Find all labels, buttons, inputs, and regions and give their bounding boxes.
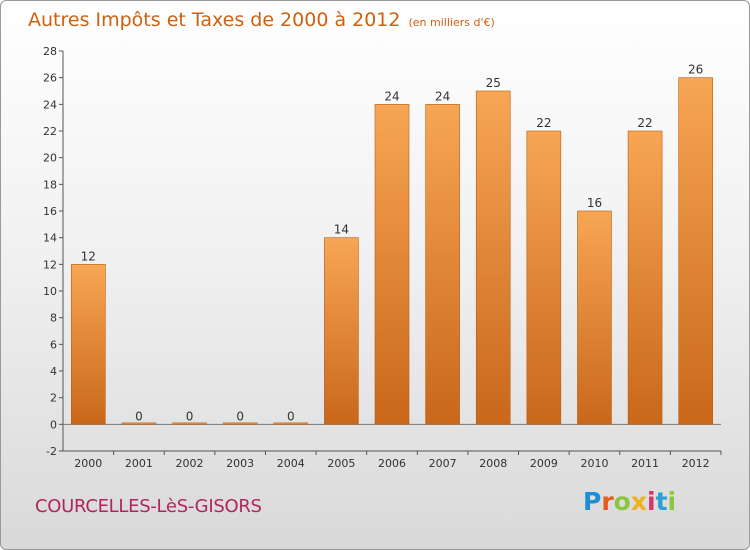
x-tick-label: 2003 (226, 457, 254, 470)
data-label: 24 (384, 89, 399, 103)
chart-title: Autres Impôts et Taxes de 2000 à 2012 (28, 9, 401, 31)
y-tick-label: 0 (50, 418, 57, 431)
data-label: 14 (334, 223, 349, 237)
x-tick-label: 2007 (429, 457, 457, 470)
data-label: 25 (486, 76, 501, 90)
x-tick-label: 2008 (479, 457, 507, 470)
bar (374, 104, 410, 425)
bar (678, 77, 713, 425)
y-tick-label: 2 (50, 392, 57, 405)
data-label: 16 (587, 196, 602, 210)
y-tick-label: 14 (43, 232, 57, 245)
data-label: 0 (186, 409, 194, 423)
x-tick-label: 2009 (530, 457, 558, 470)
bars (71, 77, 713, 425)
y-tick-label: 24 (43, 98, 57, 111)
bar (475, 90, 511, 425)
x-tick-label: 2002 (176, 457, 204, 470)
y-tick-label: 8 (50, 312, 57, 325)
bar (121, 422, 157, 425)
y-tick-label: 12 (43, 258, 57, 271)
logo-letter: o (613, 487, 631, 516)
logo-letter: i (667, 487, 677, 516)
x-tick-label: 2005 (327, 457, 355, 470)
data-label: 0 (287, 409, 295, 423)
x-tick-label: 2000 (74, 457, 102, 470)
commune-name: COURCELLES-LèS-GISORS (35, 496, 262, 517)
bar (577, 210, 612, 425)
y-tick-label: -2 (46, 445, 57, 458)
data-label: 22 (637, 116, 652, 130)
data-label: 24 (435, 89, 450, 103)
x-tick-label: 2010 (580, 457, 608, 470)
logo-letter: t (655, 487, 668, 516)
bar (425, 104, 460, 425)
logo-letter: x (630, 487, 647, 516)
bar (222, 422, 258, 425)
y-tick-label: 4 (50, 365, 57, 378)
y-tick-label: 22 (43, 125, 57, 138)
bar (273, 422, 309, 425)
chart-subtitle: (en milliers d'€) (408, 16, 495, 29)
bar (172, 422, 207, 425)
logo-letter: r (601, 487, 614, 516)
bar (71, 264, 106, 425)
data-label: 0 (135, 409, 143, 423)
logo-letter: i (647, 487, 656, 516)
data-label: 12 (81, 249, 96, 263)
y-tick-label: 16 (43, 205, 57, 218)
y-tick-label: 18 (43, 178, 57, 191)
y-tick-label: 26 (43, 72, 57, 85)
y-tick-label: 10 (43, 285, 57, 298)
x-tick-label: 2011 (631, 457, 659, 470)
y-tick-label: 6 (50, 338, 57, 351)
title-row: Autres Impôts et Taxes de 2000 à 2012 (en… (28, 9, 495, 31)
y-tick-label: 20 (43, 152, 57, 165)
logo-letter: P (583, 487, 602, 516)
x-tick-label: 2006 (378, 457, 406, 470)
data-label: 22 (536, 116, 551, 130)
x-tick-label: 2004 (277, 457, 305, 470)
x-tick-label: 2012 (682, 457, 710, 470)
data-label: 0 (236, 409, 244, 423)
proxiti-logo[interactable]: Proxiti (583, 487, 676, 516)
bar (627, 130, 663, 425)
bar (526, 130, 562, 425)
y-tick-label: 28 (43, 45, 57, 58)
x-tick-label: 2001 (125, 457, 153, 470)
data-label: 26 (688, 63, 703, 77)
bar (324, 237, 359, 425)
data-labels: 12 0 0 0 0 14 24 24 25 22 16 22 26 (81, 63, 704, 424)
